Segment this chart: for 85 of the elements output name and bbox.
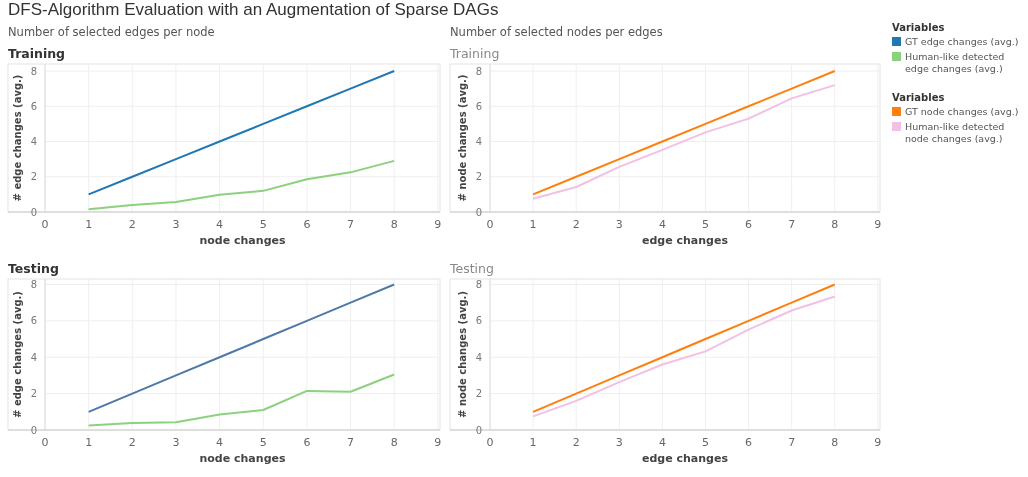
y-tick-label: 8: [475, 65, 482, 77]
x-tick-label: 1: [85, 436, 93, 449]
y-axis-title: # edge changes (avg.): [12, 74, 23, 202]
chart-title: Training: [449, 46, 500, 61]
x-tick-label: 2: [128, 436, 136, 449]
x-tick-label: 4: [658, 218, 666, 231]
legend-label: GT edge changes (avg.): [905, 36, 1019, 47]
chart-title: Testing: [449, 261, 494, 276]
x-axis-title: node changes: [199, 234, 286, 247]
y-tick-label: 0: [30, 424, 37, 436]
x-tick-label: 3: [615, 436, 623, 449]
y-axis-title: # node changes (avg.): [457, 291, 468, 418]
y-tick-label: 8: [30, 278, 37, 290]
x-tick-label: 9: [434, 218, 442, 231]
y-tick-label: 8: [475, 278, 482, 290]
x-tick-label: 5: [701, 436, 709, 449]
y-tick-label: 6: [475, 315, 482, 327]
y-tick-label: 4: [30, 351, 37, 363]
y-tick-label: 2: [475, 171, 482, 183]
x-tick-label: 7: [788, 218, 796, 231]
x-tick-label: 9: [874, 436, 882, 449]
legend-label: Human-like detected node changes (avg.): [905, 121, 1005, 144]
x-tick-label: 2: [572, 436, 580, 449]
line-series: [87, 283, 396, 413]
y-tick-label: 6: [30, 100, 37, 112]
x-axis-title: node changes: [199, 452, 286, 465]
x-tick-label: 6: [303, 218, 311, 231]
x-tick-label: 3: [172, 436, 180, 449]
x-tick-label: 1: [529, 436, 537, 449]
x-tick-label: 0: [486, 436, 494, 449]
x-tick-label: 8: [390, 218, 398, 231]
y-tick-label: 8: [30, 65, 37, 77]
y-tick-label: 0: [475, 424, 482, 436]
x-tick-label: 3: [172, 218, 180, 231]
line-series: [87, 373, 396, 427]
y-tick-label: 4: [30, 136, 37, 148]
x-tick-label: 8: [390, 436, 398, 449]
x-tick-label: 0: [41, 218, 49, 231]
x-tick-label: 3: [615, 218, 623, 231]
text: DFS-Algorithm Evaluation with an Augmentation of Sparse DAGs: [8, 0, 499, 19]
line-series: [87, 159, 396, 211]
y-tick-label: 0: [30, 206, 37, 218]
x-tick-label: 6: [745, 436, 753, 449]
x-axis-title: edge changes: [642, 234, 729, 247]
x-tick-label: 1: [529, 218, 537, 231]
y-tick-label: 4: [475, 351, 482, 363]
chart-title: Training: [8, 46, 66, 61]
x-tick-label: 5: [259, 218, 267, 231]
y-tick-label: 2: [30, 171, 37, 183]
x-tick-label: 6: [745, 218, 753, 231]
y-tick-label: 4: [475, 136, 482, 148]
y-axis-title: # edge changes (avg.): [12, 291, 23, 418]
y-axis-title: # node changes (avg.): [457, 74, 468, 202]
y-tick-label: 6: [475, 100, 482, 112]
x-tick-label: 6: [303, 436, 311, 449]
x-tick-label: 2: [128, 218, 136, 231]
x-tick-label: 8: [831, 218, 839, 231]
x-tick-label: 0: [486, 218, 494, 231]
text: Number of selected nodes per edges: [450, 25, 663, 39]
y-tick-label: 2: [475, 388, 482, 400]
x-tick-label: 1: [85, 218, 93, 231]
x-tick-label: 0: [41, 436, 49, 449]
x-tick-label: 4: [216, 436, 224, 449]
y-tick-label: 6: [30, 315, 37, 327]
legend-title: Variables: [892, 92, 945, 103]
chart-title: Testing: [8, 261, 59, 276]
legend-label: GT node changes (avg.): [905, 106, 1019, 117]
x-tick-label: 7: [788, 436, 796, 449]
legend-label: Human-like detected edge changes (avg.): [905, 51, 1005, 74]
x-tick-label: 2: [572, 218, 580, 231]
x-tick-label: 5: [259, 436, 267, 449]
x-axis-title: edge changes: [642, 452, 729, 465]
x-tick-label: 4: [216, 218, 224, 231]
x-tick-label: 5: [701, 218, 709, 231]
x-tick-label: 9: [874, 218, 882, 231]
line-series: [87, 70, 396, 196]
x-tick-label: 7: [347, 218, 355, 231]
x-tick-label: 7: [347, 436, 355, 449]
x-tick-label: 9: [434, 436, 442, 449]
y-tick-label: 0: [475, 206, 482, 218]
x-tick-label: 8: [831, 436, 839, 449]
y-tick-label: 2: [30, 388, 37, 400]
text: Number of selected edges per node: [8, 25, 215, 39]
x-tick-label: 4: [658, 436, 666, 449]
legend-title: Variables: [892, 22, 945, 33]
